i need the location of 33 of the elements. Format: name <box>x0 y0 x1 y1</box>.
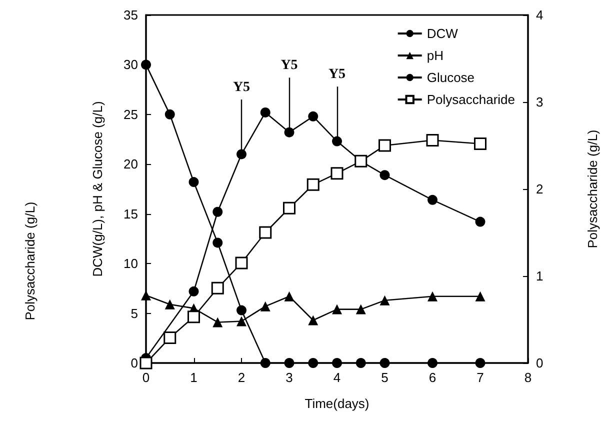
y-axis-title: DCW(g/L), pH & Glucose (g/L) <box>90 101 105 277</box>
y-tick-label: 15 <box>124 206 138 222</box>
x-tick-label: 8 <box>524 370 532 385</box>
y-tick-label: 25 <box>124 106 138 122</box>
y2-tick-label: 0 <box>536 356 544 370</box>
y2-tick-label: 4 <box>536 8 544 22</box>
annotation: Y5 <box>328 67 346 82</box>
annotation: Y5 <box>232 80 250 96</box>
y-tick-label: 5 <box>130 306 138 321</box>
legend-label: Glucose <box>426 70 475 85</box>
x-tick-label: 3 <box>286 370 293 385</box>
y2-tick-label: 1 <box>536 268 544 284</box>
y2-tick-label: 3 <box>536 94 544 110</box>
x-tick-label: 6 <box>428 370 436 385</box>
x-axis-title: Time(days) <box>304 396 370 411</box>
x-tick-label: 0 <box>142 370 150 385</box>
y-tick-label: 20 <box>124 156 138 172</box>
legend-label: pH <box>426 48 444 63</box>
y-tick-label: 30 <box>124 57 138 72</box>
x-tick-label: 7 <box>476 370 484 385</box>
annotation: Y5 <box>280 58 298 74</box>
y-tick-label: 10 <box>124 256 138 272</box>
y2-tick-label: 2 <box>536 182 544 196</box>
x-tick-label: 2 <box>238 370 246 385</box>
y2-axis-title: Polysaccharide (g/L) <box>585 130 600 248</box>
y-tick-label: 0 <box>130 356 138 370</box>
legend-label: Polysaccharide <box>426 92 515 107</box>
text: Polysaccharide (g/L) <box>22 202 38 320</box>
legend-label: DCW <box>426 26 459 41</box>
x-tick-label: 1 <box>190 370 198 385</box>
y-tick-label: 35 <box>124 8 138 22</box>
x-tick-label: 4 <box>333 370 341 385</box>
x-tick-label: 5 <box>381 370 388 385</box>
